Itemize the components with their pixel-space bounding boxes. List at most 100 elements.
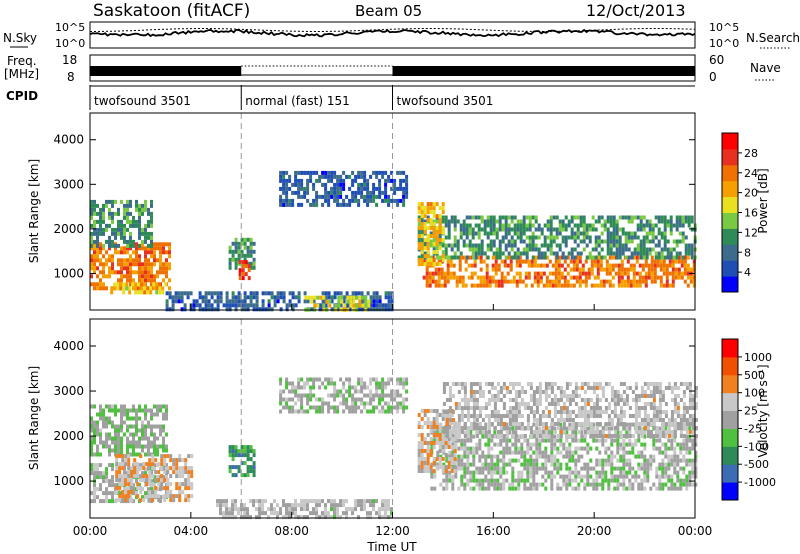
heat-cell-3 <box>249 237 253 242</box>
heat-cell-6 <box>610 478 614 483</box>
heat-cell-9 <box>588 251 592 256</box>
heat-cell-4 <box>387 401 391 406</box>
heat-cell-7 <box>450 457 454 461</box>
heat-cell-8 <box>580 382 584 386</box>
heat-cell-1 <box>105 471 108 476</box>
heat-cell-6 <box>691 458 695 463</box>
heat-cell-10 <box>426 254 430 259</box>
heat-cell-8 <box>517 426 521 430</box>
heat-cell-2 <box>184 498 188 503</box>
heat-cell-6 <box>511 442 515 447</box>
heat-cell-1 <box>99 211 102 216</box>
heat-cell-6 <box>484 474 488 479</box>
heat-cell-9 <box>588 255 592 260</box>
heat-cell-1 <box>105 479 108 484</box>
heat-cell-2 <box>160 474 164 479</box>
heat-cell-7 <box>337 295 341 300</box>
heat-cell-10 <box>435 214 439 219</box>
heat-cell-6 <box>568 426 572 431</box>
heat-cell-0 <box>123 404 126 409</box>
heat-cell-4 <box>351 393 355 398</box>
heat-cell-5 <box>387 202 391 207</box>
heat-cell-9 <box>504 231 508 236</box>
heat-cell-5 <box>246 511 249 516</box>
heat-cell-1 <box>117 223 120 228</box>
heat-cell-9 <box>624 255 628 260</box>
heat-cell-8 <box>577 430 581 434</box>
heat-cell-9 <box>603 255 607 260</box>
heat-cell-9 <box>600 231 604 236</box>
heat-cell-4 <box>360 389 364 394</box>
heat-cell-1 <box>108 491 111 496</box>
heat-cell-1 <box>111 491 114 496</box>
heat-cell-8 <box>508 406 512 410</box>
heat-cell-6 <box>571 478 575 483</box>
heat-cell-1 <box>150 223 153 228</box>
heat-cell-1 <box>126 199 129 204</box>
heat-cell-1 <box>108 243 111 248</box>
heat-cell-6 <box>628 458 632 463</box>
heat-cell-0 <box>144 428 147 433</box>
heat-cell-6 <box>538 466 542 471</box>
heat-cell-6 <box>502 462 506 467</box>
heat-cell-1 <box>120 235 123 240</box>
heat-cell-9 <box>516 251 520 256</box>
heat-cell-5 <box>294 511 297 516</box>
heat-cell-0 <box>93 254 96 259</box>
heat-cell-9 <box>591 247 595 252</box>
heat-cell-6 <box>496 466 500 471</box>
heat-cell-8 <box>511 434 515 438</box>
heat-cell-0 <box>126 270 129 275</box>
heat-cell-8 <box>485 271 489 276</box>
heat-cell-6 <box>174 291 178 296</box>
heat-cell-7 <box>426 421 430 425</box>
heat-cell-6 <box>520 446 524 451</box>
heat-cell-9 <box>660 219 664 224</box>
heat-cell-8 <box>532 414 536 418</box>
heat-cell-6 <box>321 299 325 304</box>
heat-cell-0 <box>114 424 117 429</box>
heat-cell-8 <box>671 259 675 264</box>
heat-cell-2 <box>121 466 125 471</box>
heat-cell-6 <box>466 482 470 487</box>
heat-cell-8 <box>496 398 500 402</box>
heat-cell-6 <box>288 299 292 304</box>
heat-cell-3 <box>231 449 235 454</box>
heat-cell-9 <box>540 243 544 248</box>
heat-cell-5 <box>267 507 270 512</box>
heat-cell-8 <box>662 259 666 264</box>
heat-cell-0 <box>135 262 138 267</box>
heat-cell-9 <box>630 231 634 236</box>
heat-cell-8 <box>632 283 636 288</box>
heat-cell-5 <box>279 507 282 512</box>
heat-cell-3 <box>246 457 250 462</box>
heat-cell-6 <box>580 434 584 439</box>
heat-cell-7 <box>426 441 430 445</box>
heat-cell-8 <box>505 390 509 394</box>
heat-cell-0 <box>159 250 162 255</box>
heat-cell-4 <box>372 397 376 402</box>
heat-cell-9 <box>516 223 520 228</box>
heat-cell-4 <box>336 409 340 414</box>
heat-cell-2 <box>124 462 128 467</box>
heat-cell-4 <box>300 393 304 398</box>
heat-cell-7 <box>438 445 442 449</box>
heat-cell-6 <box>490 470 494 475</box>
heat-cell-5 <box>324 503 327 508</box>
heat-cell-2 <box>134 286 138 291</box>
heat-cell-4 <box>378 385 382 390</box>
heat-cell-6 <box>580 430 584 435</box>
heat-cell-4 <box>393 393 397 398</box>
heat-cell-1 <box>138 219 141 224</box>
heat-cell-8 <box>607 422 611 426</box>
heat-cell-3 <box>243 445 247 450</box>
heat-cell-5 <box>288 198 292 203</box>
heat-cell-8 <box>472 414 476 418</box>
heat-cell-8 <box>641 263 645 268</box>
heat-cell-7 <box>432 457 436 461</box>
heat-cell-2 <box>154 486 158 491</box>
heat-cell-5 <box>339 190 343 195</box>
heat-cell-7 <box>340 299 344 304</box>
heat-cell-8 <box>536 271 540 276</box>
heat-cell-6 <box>640 466 644 471</box>
